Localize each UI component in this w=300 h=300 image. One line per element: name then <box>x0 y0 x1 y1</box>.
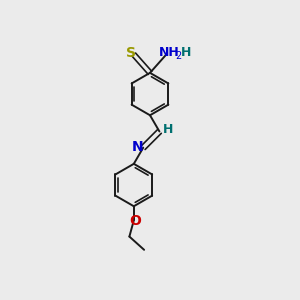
Text: N: N <box>131 140 143 154</box>
Text: H: H <box>163 123 173 136</box>
Text: O: O <box>129 214 141 228</box>
Text: S: S <box>127 46 136 60</box>
Text: NH: NH <box>159 46 180 59</box>
Text: H: H <box>181 46 191 59</box>
Text: 2: 2 <box>176 51 182 61</box>
